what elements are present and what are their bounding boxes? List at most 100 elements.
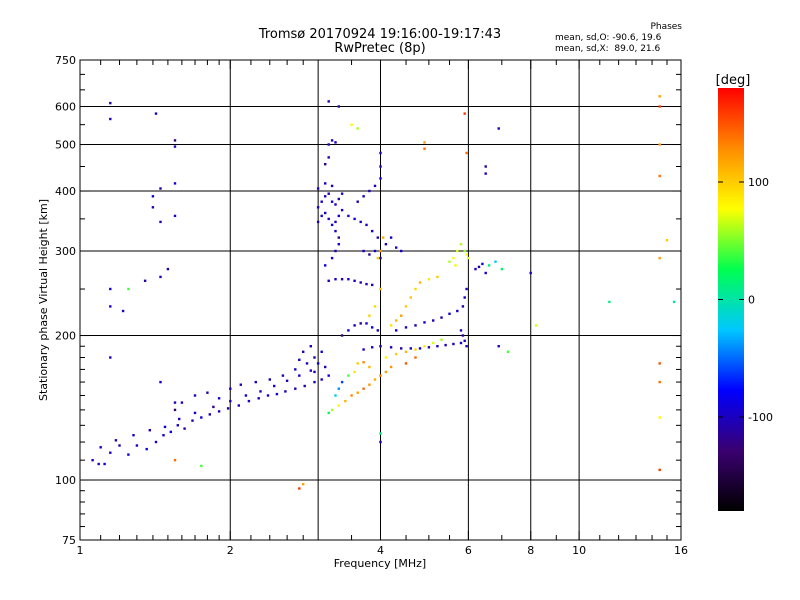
data-point xyxy=(159,187,162,190)
data-point xyxy=(465,151,468,155)
data-point xyxy=(665,239,669,242)
data-point xyxy=(254,380,257,384)
data-point xyxy=(324,163,327,166)
data-point xyxy=(371,229,374,233)
data-point xyxy=(359,322,362,325)
data-point xyxy=(371,326,374,329)
data-point xyxy=(151,206,155,209)
data-point xyxy=(330,200,334,203)
data-point xyxy=(163,425,167,429)
data-point xyxy=(384,356,388,359)
data-point xyxy=(459,329,463,332)
data-point xyxy=(127,453,130,456)
data-point xyxy=(672,300,676,304)
data-point xyxy=(395,319,398,322)
data-point xyxy=(461,334,465,337)
data-point xyxy=(423,141,426,144)
data-point xyxy=(658,380,661,384)
data-point xyxy=(379,165,382,168)
data-point xyxy=(484,271,487,275)
data-point xyxy=(379,374,382,377)
data-point xyxy=(465,253,468,256)
data-point xyxy=(497,345,500,348)
data-point xyxy=(373,378,377,381)
data-point xyxy=(404,350,408,353)
data-point xyxy=(244,394,248,397)
data-point xyxy=(327,411,330,415)
data-point xyxy=(356,127,359,130)
data-point xyxy=(327,143,330,146)
data-point xyxy=(497,127,500,130)
data-point xyxy=(414,348,417,351)
data-point xyxy=(658,468,661,472)
data-point xyxy=(382,236,385,239)
data-point xyxy=(379,249,382,253)
x-tick-label: 10 xyxy=(572,544,586,557)
data-point xyxy=(173,459,177,462)
data-point xyxy=(359,281,362,284)
data-point xyxy=(298,358,301,361)
data-point xyxy=(135,444,139,447)
data-point xyxy=(658,174,661,178)
data-point xyxy=(379,432,382,435)
data-point xyxy=(423,147,426,150)
data-point xyxy=(330,223,334,227)
data-point xyxy=(356,362,359,365)
data-point xyxy=(506,350,510,353)
data-point xyxy=(481,262,484,266)
data-point xyxy=(365,223,368,227)
colorbar-ticks: 100 0 -100 xyxy=(718,176,773,424)
data-point xyxy=(109,356,112,359)
data-point xyxy=(303,384,306,388)
data-point xyxy=(173,139,177,142)
data-point xyxy=(414,356,417,359)
data-point xyxy=(353,279,356,282)
data-point xyxy=(151,195,155,198)
data-point xyxy=(373,249,377,253)
data-point xyxy=(658,416,661,419)
data-point xyxy=(534,324,538,327)
data-point xyxy=(465,345,468,348)
data-point xyxy=(459,341,463,345)
axis-ticks: 1 2 4 6 8 10 16 75 100 200 300 400 500 600 750 xyxy=(55,54,688,557)
data-point xyxy=(305,362,309,365)
grid xyxy=(80,60,681,540)
data-point xyxy=(362,361,365,364)
data-point xyxy=(658,143,661,146)
data-point xyxy=(330,256,334,260)
data-point xyxy=(400,347,403,350)
data-point xyxy=(330,139,334,142)
data-point xyxy=(259,390,262,393)
data-point xyxy=(467,256,470,260)
data-point xyxy=(658,105,661,108)
data-point xyxy=(334,141,337,144)
data-point xyxy=(384,243,388,246)
data-point xyxy=(463,112,466,115)
data-point xyxy=(275,392,279,396)
data-point xyxy=(454,264,457,267)
data-point xyxy=(404,305,408,308)
data-point xyxy=(459,243,463,246)
data-point xyxy=(302,483,305,486)
data-point xyxy=(330,408,334,412)
data-point xyxy=(313,356,316,359)
data-point xyxy=(114,439,118,442)
data-point xyxy=(320,200,323,203)
data-point xyxy=(237,404,240,407)
data-point xyxy=(337,236,340,239)
data-point xyxy=(365,322,368,325)
data-point xyxy=(229,387,232,390)
x-tick-label: 4 xyxy=(377,544,384,557)
colorbar-label: [deg] xyxy=(716,73,751,88)
data-point xyxy=(379,151,382,155)
data-point xyxy=(316,206,320,209)
data-point xyxy=(327,100,330,103)
chart-title: Tromsø 20170924 19:16:00-19:17:43 xyxy=(258,27,502,42)
data-point xyxy=(379,287,382,291)
data-point xyxy=(302,350,305,353)
colorbar-tick-label: 0 xyxy=(748,294,755,307)
data-point xyxy=(334,220,337,224)
data-point xyxy=(324,211,327,215)
data-point xyxy=(176,424,179,427)
